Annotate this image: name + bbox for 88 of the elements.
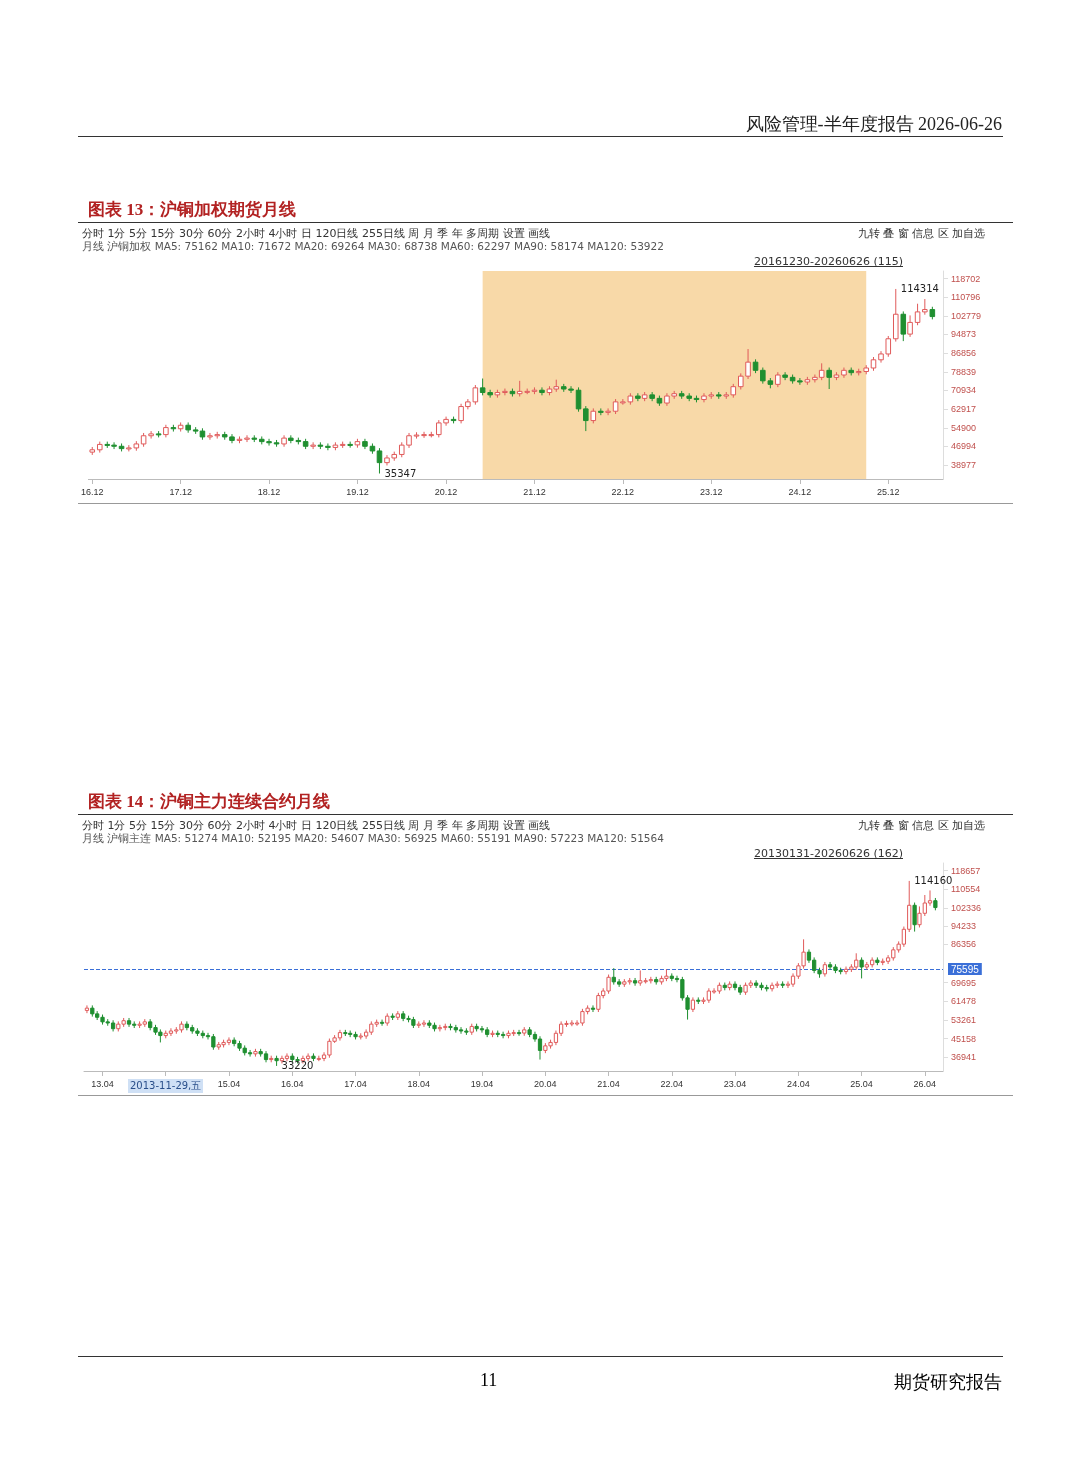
y-tick-label: 94233 bbox=[951, 921, 977, 932]
text: 九转 叠 窗 信息 区 加自选 bbox=[857, 818, 985, 833]
x-tick-label: 18.12 bbox=[257, 486, 281, 497]
candlestick bbox=[583, 405, 589, 432]
y-tick-label: 38977 bbox=[951, 460, 977, 471]
candlestick bbox=[379, 1019, 385, 1027]
y-tick-label: 69695 bbox=[951, 977, 977, 988]
y-tick-label: 36941 bbox=[951, 1052, 977, 1063]
ref-line-label: 75595 bbox=[951, 963, 980, 975]
candlestick bbox=[605, 407, 611, 416]
candlestick bbox=[907, 314, 913, 338]
y-tick-label: 54900 bbox=[951, 422, 977, 433]
text: 20130131-20260626 (162) bbox=[753, 847, 903, 860]
y-tick-label: 70934 bbox=[951, 385, 977, 396]
y-tick-label: 86356 bbox=[951, 939, 977, 950]
candlestick bbox=[859, 956, 864, 979]
chart-title: 图表 13：沪铜加权期货月线 bbox=[88, 199, 297, 221]
y-tick-label: 53261 bbox=[951, 1015, 977, 1026]
text: 期货研究报告 bbox=[894, 1371, 1002, 1394]
x-tick-label: 20.04 bbox=[534, 1078, 557, 1089]
x-tick-label: 22.12 bbox=[611, 486, 635, 497]
text: 风险管理-半年度报告 2026-06-26 bbox=[745, 113, 1002, 136]
candlestick bbox=[310, 441, 316, 450]
x-tick-label: 15.04 bbox=[217, 1078, 241, 1089]
x-tick-label: 23.12 bbox=[699, 486, 723, 497]
y-tick-label: 102779 bbox=[951, 310, 982, 321]
text: 2013-11-29,五 bbox=[128, 1079, 204, 1093]
candlestick bbox=[590, 1004, 596, 1013]
x-tick-label: 20.12 bbox=[434, 486, 458, 497]
x-tick-label: 16.04 bbox=[281, 1078, 304, 1089]
candlestick bbox=[782, 371, 788, 381]
x-tick-label: 21.12 bbox=[523, 486, 546, 497]
text: 月线 沪铜加权 MA5: 75162 MA10: 71672 MA20: 69264 MA30: 68738 MA60: 62297 MA90: 58174 MA120: 53922 bbox=[82, 240, 664, 254]
text: 20161230-20260626 (115) bbox=[753, 255, 903, 268]
candlestick bbox=[912, 902, 917, 933]
x-tick-label: 19.12 bbox=[346, 486, 369, 497]
x-tick-label: 24.12 bbox=[788, 486, 812, 497]
candlestick bbox=[596, 992, 601, 1013]
candlestick bbox=[244, 434, 250, 443]
y-tick-label: 94873 bbox=[951, 329, 977, 340]
text: 九转 叠 窗 信息 区 加自选 bbox=[857, 226, 985, 241]
y-tick-label: 110554 bbox=[951, 884, 981, 895]
x-tick-label: 13.04 bbox=[91, 1078, 114, 1089]
y-tick-label: 110796 bbox=[951, 292, 981, 303]
y-tick-label: 118657 bbox=[951, 865, 981, 876]
x-tick-label: 18.04 bbox=[407, 1078, 431, 1089]
annotation: 114160 bbox=[914, 875, 953, 887]
y-tick-label: 45158 bbox=[951, 1033, 977, 1044]
y-tick-label: 102336 bbox=[951, 902, 982, 913]
text: 月线 沪铜主连 MA5: 51274 MA10: 52195 MA20: 54607 MA30: 56925 MA60: 55191 MA90: 57223 MA120: 51564 bbox=[82, 832, 664, 846]
text: 分时 1分 5分 15分 30分 60分 2小时 4小时 日 120日线 255日线 周 月 季 年 多周期 设置 画线 bbox=[82, 818, 551, 833]
x-tick-label: 17.04 bbox=[344, 1078, 367, 1089]
annotation: 35347 bbox=[384, 468, 417, 480]
candlestick bbox=[632, 977, 638, 987]
candlestick bbox=[900, 310, 907, 342]
candlestick bbox=[305, 1052, 311, 1062]
y-tick-label: 118702 bbox=[951, 273, 981, 284]
x-tick-label: 22.04 bbox=[660, 1078, 684, 1089]
annotation: 33220 bbox=[281, 1060, 314, 1072]
x-tick-label: 24.04 bbox=[787, 1078, 810, 1089]
candlestick bbox=[84, 1004, 90, 1014]
candlestick bbox=[635, 392, 641, 402]
y-tick-label: 46994 bbox=[951, 441, 977, 452]
y-tick-label: 86856 bbox=[951, 348, 977, 359]
candlestick bbox=[575, 386, 582, 413]
x-tick-label: 25.12 bbox=[877, 486, 900, 497]
chart-title: 图表 14：沪铜主力连续合约月线 bbox=[88, 791, 331, 813]
x-tick-label: 17.12 bbox=[169, 486, 192, 497]
candlestick bbox=[516, 1029, 522, 1037]
x-tick-label: 26.04 bbox=[913, 1078, 937, 1089]
candlestick bbox=[284, 1052, 290, 1062]
candlestick bbox=[502, 388, 508, 396]
y-tick-label: 78839 bbox=[951, 366, 977, 377]
x-tick-label: 23.04 bbox=[723, 1078, 747, 1089]
candlestick bbox=[826, 367, 832, 390]
candlestick bbox=[537, 1035, 543, 1061]
candlestick bbox=[325, 442, 331, 451]
y-tick-label: 62917 bbox=[951, 404, 977, 415]
text: 11 bbox=[480, 1370, 498, 1391]
x-tick-label: 16.12 bbox=[81, 486, 104, 497]
x-tick-label: 25.04 bbox=[850, 1078, 873, 1089]
candlestick bbox=[539, 386, 545, 396]
x-tick-label: 21.04 bbox=[597, 1078, 620, 1089]
x-tick-label: 19.04 bbox=[470, 1078, 494, 1089]
annotation: 114314 bbox=[900, 283, 939, 295]
candlestick bbox=[376, 447, 383, 475]
text: 分时 1分 5分 15分 30分 60分 2小时 4小时 日 120日线 255日线 周 月 季 年 多周期 设置 画线 bbox=[82, 226, 551, 241]
y-tick-label: 61478 bbox=[951, 996, 977, 1007]
